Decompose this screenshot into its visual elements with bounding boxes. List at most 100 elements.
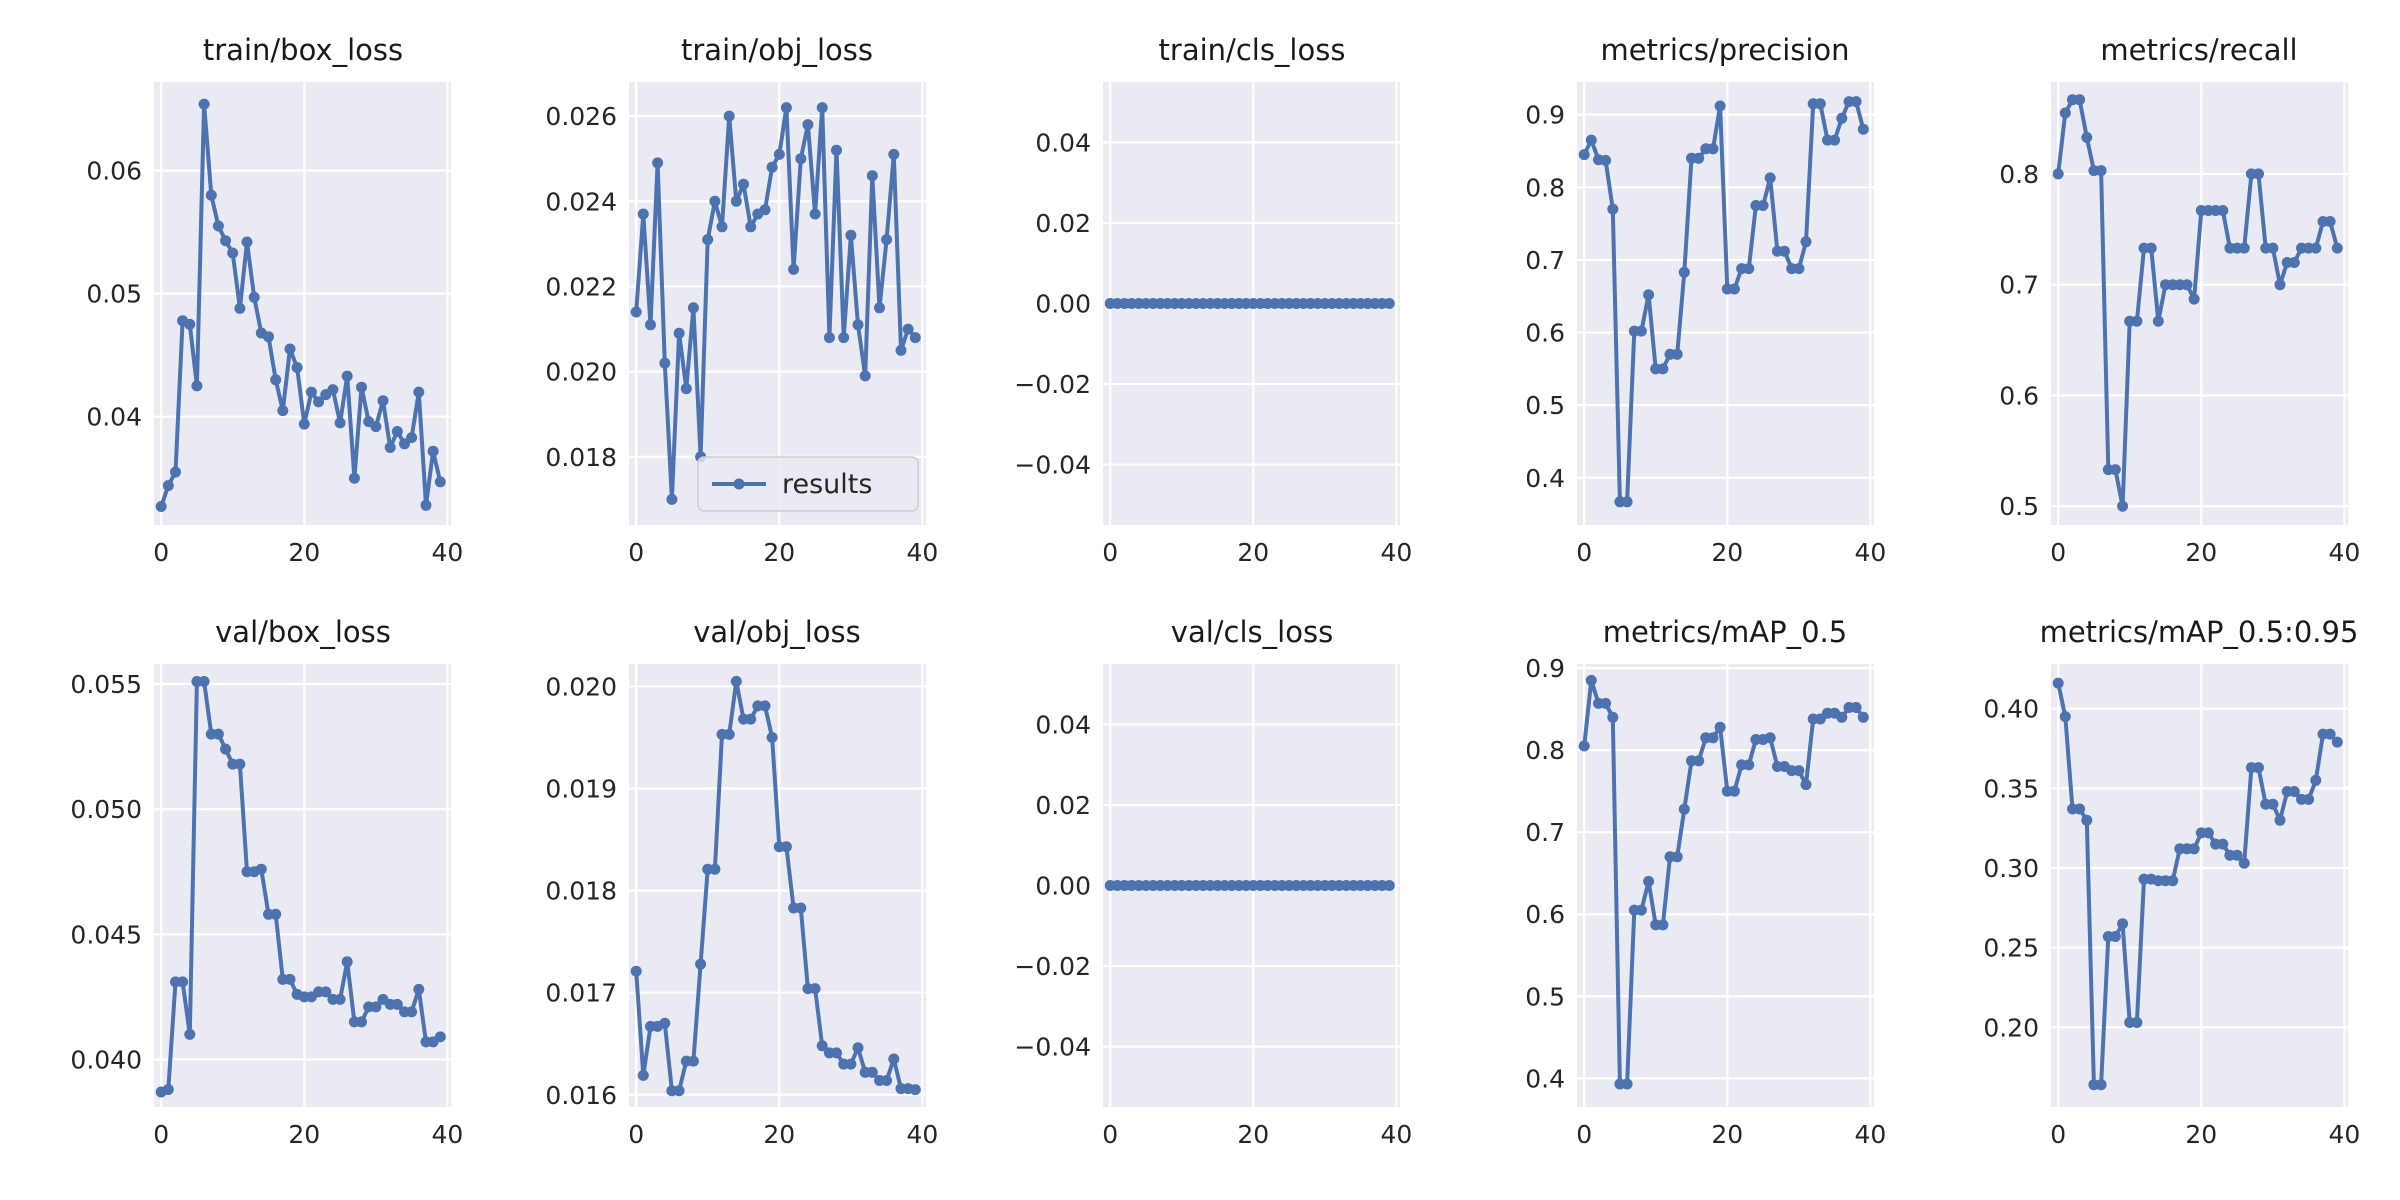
data-point bbox=[2238, 242, 2250, 254]
data-point bbox=[745, 221, 757, 233]
data-point bbox=[2117, 918, 2129, 930]
data-point bbox=[730, 675, 742, 687]
y-tick-label: 0.020 bbox=[545, 358, 617, 387]
y-tick-label: 0.016 bbox=[545, 1081, 617, 1110]
data-point bbox=[866, 1066, 878, 1078]
y-tick-label: 0.40 bbox=[1983, 695, 2039, 724]
y-tick-label: 0.019 bbox=[545, 775, 617, 804]
data-point bbox=[2152, 315, 2164, 327]
data-point bbox=[327, 384, 339, 396]
data-point bbox=[2288, 257, 2300, 268]
data-point bbox=[1707, 143, 1719, 155]
y-tick-label: 0.022 bbox=[545, 272, 617, 301]
panel-metrics-map-0-5: metrics/mAP_0.5 0 20 40 0.4 0.5 0.6 0.7 0.8 0.9 bbox=[1525, 615, 1886, 1149]
data-point bbox=[645, 319, 656, 331]
data-point bbox=[177, 976, 189, 988]
series-line-results bbox=[634, 105, 917, 502]
data-point bbox=[1643, 289, 1655, 301]
x-tick-label: 0 bbox=[1102, 1120, 1118, 1149]
data-point bbox=[277, 405, 289, 417]
data-point bbox=[434, 1031, 446, 1043]
data-point bbox=[1383, 298, 1395, 309]
data-point bbox=[2131, 1017, 2143, 1028]
data-point bbox=[2059, 107, 2071, 119]
data-point bbox=[673, 327, 685, 339]
data-point bbox=[2052, 168, 2064, 180]
data-point bbox=[881, 234, 893, 246]
y-tick-label: −0.02 bbox=[1014, 370, 1091, 399]
x-tick-label: 20 bbox=[288, 538, 320, 567]
data-point bbox=[234, 302, 246, 314]
data-point bbox=[780, 102, 792, 114]
data-point bbox=[1800, 236, 1812, 248]
data-point bbox=[788, 263, 800, 275]
x-tick-label: 40 bbox=[1381, 1120, 1413, 1149]
x-tick-label: 0 bbox=[628, 1120, 644, 1149]
y-tick-label: 0.7 bbox=[1999, 271, 2039, 300]
y-tick-label: 0.9 bbox=[1525, 101, 1565, 130]
data-point bbox=[227, 247, 239, 259]
y-tick-label: 0.8 bbox=[1999, 160, 2039, 189]
plot-area bbox=[2051, 664, 2348, 1107]
data-point bbox=[2052, 677, 2064, 689]
y-tick-label: 0.050 bbox=[70, 795, 142, 824]
data-point bbox=[255, 863, 267, 875]
data-point bbox=[427, 445, 439, 457]
data-point bbox=[291, 362, 303, 373]
x-tick-label: 40 bbox=[1381, 538, 1413, 567]
y-tick-label: 0.018 bbox=[545, 443, 617, 472]
data-point bbox=[2331, 242, 2343, 254]
data-point bbox=[234, 758, 246, 770]
data-point bbox=[1578, 740, 1590, 752]
data-point bbox=[1829, 134, 1841, 146]
y-tick-label: −0.02 bbox=[1014, 952, 1091, 981]
data-point bbox=[2188, 843, 2200, 855]
y-tick-label: 0.026 bbox=[545, 102, 617, 131]
y-tick-label: 0.7 bbox=[1525, 246, 1565, 275]
data-point bbox=[2267, 798, 2279, 810]
data-point bbox=[162, 480, 174, 492]
data-point bbox=[1600, 697, 1612, 709]
data-point bbox=[313, 396, 325, 408]
data-point bbox=[2303, 793, 2315, 805]
y-tick-label: 0.02 bbox=[1035, 209, 1091, 238]
data-point bbox=[2131, 315, 2143, 327]
data-point bbox=[1764, 732, 1776, 744]
data-point bbox=[881, 1075, 893, 1086]
y-tick-label: 0.20 bbox=[1983, 1013, 2039, 1042]
data-point bbox=[220, 743, 232, 755]
data-point bbox=[191, 380, 203, 392]
data-point bbox=[2145, 242, 2157, 254]
data-point bbox=[809, 983, 821, 995]
panel-metrics-map-0-5-0-95: metrics/mAP_0.5:0.95 0 20 40 0.20 0.25 0.30 0.… bbox=[1983, 615, 2360, 1149]
panel-train-obj-loss: train/obj_loss 0 20 40 0.018 0.020 0.022 0.024… bbox=[545, 33, 938, 567]
data-point bbox=[2288, 786, 2300, 797]
plot-area bbox=[154, 664, 451, 1107]
y-tick-label: 0.045 bbox=[70, 920, 142, 949]
data-point bbox=[2117, 500, 2129, 512]
plot-area bbox=[1577, 82, 1874, 525]
data-point bbox=[831, 144, 842, 156]
data-point bbox=[816, 1040, 828, 1052]
y-tick-label: 0.055 bbox=[70, 670, 142, 699]
panel-title: metrics/precision bbox=[1600, 33, 1849, 67]
data-point bbox=[859, 370, 871, 382]
data-point bbox=[1836, 711, 1848, 723]
y-tick-label: 0.02 bbox=[1035, 791, 1091, 820]
x-tick-label: 20 bbox=[288, 1120, 320, 1149]
x-tick-label: 0 bbox=[2050, 538, 2066, 567]
data-point bbox=[1657, 919, 1669, 931]
data-point bbox=[738, 178, 749, 190]
data-point bbox=[406, 1006, 418, 1018]
y-tick-label: 0.020 bbox=[545, 672, 617, 701]
data-point bbox=[2167, 875, 2179, 887]
data-point bbox=[673, 1085, 685, 1097]
data-point bbox=[702, 234, 714, 246]
data-point bbox=[2081, 131, 2093, 143]
data-point bbox=[1800, 779, 1812, 791]
data-point bbox=[909, 332, 921, 344]
data-point bbox=[874, 302, 885, 314]
data-point bbox=[795, 902, 807, 914]
panel-title: metrics/recall bbox=[2100, 33, 2297, 67]
y-tick-label: 0.6 bbox=[1525, 319, 1565, 348]
